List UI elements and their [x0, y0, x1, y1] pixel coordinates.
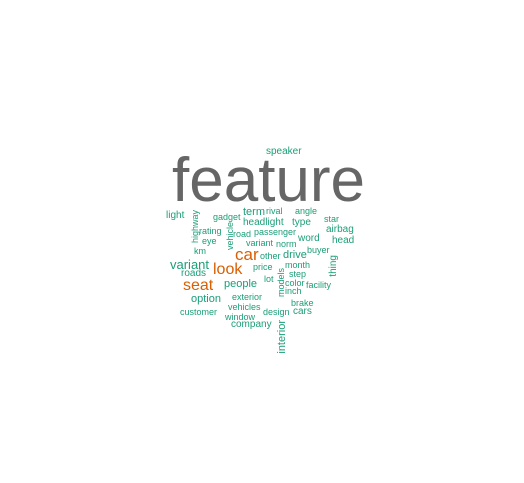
word-roads: roads [181, 268, 207, 279]
word-light: light [166, 210, 185, 221]
word-vehicles: vehicles [228, 302, 261, 312]
word-look: look [213, 261, 243, 278]
word-road: road [233, 229, 252, 239]
word-inch: inch [285, 286, 302, 296]
word-interior: interior [276, 320, 288, 354]
word-norm: norm [276, 239, 297, 249]
word-variant-small: variant [246, 238, 274, 248]
word-company: company [231, 319, 272, 330]
word-brake: brake [291, 298, 314, 308]
word-buyer: buyer [307, 245, 330, 255]
word-eye: eye [202, 236, 217, 246]
word-cars: cars [293, 306, 312, 317]
word-variant-mid: variant [170, 257, 210, 272]
word-lot: lot [264, 274, 274, 284]
word-feature: feature [172, 146, 366, 215]
word-people: people [224, 278, 258, 290]
word-drive: drive [283, 249, 307, 261]
word-passenger: passenger [254, 227, 297, 237]
word-type: type [292, 217, 311, 228]
word-airbag: airbag [326, 224, 354, 235]
word-option: option [191, 293, 221, 305]
word-color: color [285, 278, 305, 288]
word-speaker: speaker [266, 146, 302, 157]
word-headlight: headlight [243, 217, 284, 228]
word-design: design [263, 307, 290, 317]
word-facility: facility [306, 280, 332, 290]
word-customer: customer [180, 307, 218, 317]
word-rating: rating [199, 226, 222, 236]
word-gadget: gadget [213, 212, 241, 222]
word-star: star [324, 214, 340, 224]
word-price: price [253, 262, 273, 272]
word-thing: thing [328, 255, 339, 277]
word-head: head [332, 235, 355, 246]
word-step: step [289, 269, 307, 279]
word-month: month [285, 260, 311, 270]
word-word: word [298, 233, 320, 244]
word-other: other [260, 251, 281, 261]
word-rival: rival [266, 206, 283, 216]
word-exterior: exterior [232, 292, 263, 302]
word-car: car [235, 245, 259, 264]
word-km: km [194, 246, 206, 256]
word-seat: seat [183, 277, 214, 294]
word-term: term [243, 206, 265, 218]
word-angle: angle [295, 206, 318, 216]
word-window: window [225, 312, 256, 322]
